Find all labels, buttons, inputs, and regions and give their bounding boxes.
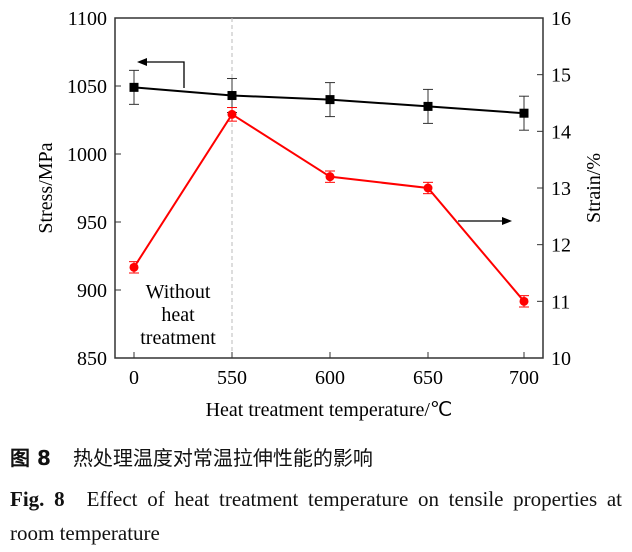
data-point-square <box>325 95 335 105</box>
data-point-square <box>129 82 139 92</box>
annotation-without-heat-treatment: heat <box>161 304 195 326</box>
annotation-without-heat-treatment: treatment <box>140 327 216 349</box>
right-arrow-head <box>502 217 512 225</box>
caption-chinese: 图 8 热处理温度对常温拉伸性能的影响 <box>10 442 373 471</box>
data-point-square <box>423 101 433 111</box>
x-tick-label: 550 <box>217 367 247 389</box>
x-axis-label: Heat treatment temperature/℃ <box>206 399 453 421</box>
left-tick-label: 850 <box>77 348 107 370</box>
data-point-square <box>227 91 237 101</box>
x-tick-label: 700 <box>509 367 539 389</box>
right-axis-label: Strain/% <box>583 153 605 223</box>
annotation-without-heat-treatment: Without <box>146 281 211 303</box>
left-tick-label: 1100 <box>68 8 107 30</box>
right-tick-label: 16 <box>551 8 571 30</box>
left-tick-label: 1050 <box>67 76 107 98</box>
right-tick-label: 11 <box>551 291 570 313</box>
caption-english: Fig. 8 Effect of heat treatment temperatu… <box>10 482 622 550</box>
right-tick-label: 14 <box>551 121 571 143</box>
x-tick-label: 650 <box>413 367 443 389</box>
caption-en-text: Effect of heat treatment temperature on … <box>10 487 622 545</box>
left-tick-label: 900 <box>77 280 107 302</box>
left-tick-label: 1000 <box>67 144 107 166</box>
caption-cn-label: 图 8 <box>10 446 51 470</box>
data-point-square <box>519 108 529 118</box>
data-point-circle <box>519 296 529 306</box>
right-tick-label: 12 <box>551 235 571 257</box>
data-point-circle <box>129 262 139 272</box>
left-axis-arrow <box>145 61 185 88</box>
right-tick-label: 13 <box>551 178 571 200</box>
left-arrow-head <box>137 58 147 66</box>
data-point-circle <box>423 183 433 193</box>
series-line-1 <box>133 112 525 302</box>
data-point-circle <box>227 109 237 119</box>
right-tick-label: 15 <box>551 65 571 87</box>
right-tick-label: 10 <box>551 348 571 370</box>
data-point-circle <box>325 172 335 182</box>
left-axis-label: Stress/MPa <box>35 142 57 233</box>
x-tick-label: 600 <box>315 367 345 389</box>
x-tick-label: 0 <box>129 367 139 389</box>
caption-cn-text: 热处理温度对常温拉伸性能的影响 <box>72 448 373 470</box>
left-tick-label: 950 <box>77 212 107 234</box>
dual-axis-line-chart: 850 900 950 1000 1050 1100 10 11 12 13 14 15 16 0 550 6… <box>35 8 605 421</box>
caption-en-label: Fig. 8 <box>10 487 65 511</box>
